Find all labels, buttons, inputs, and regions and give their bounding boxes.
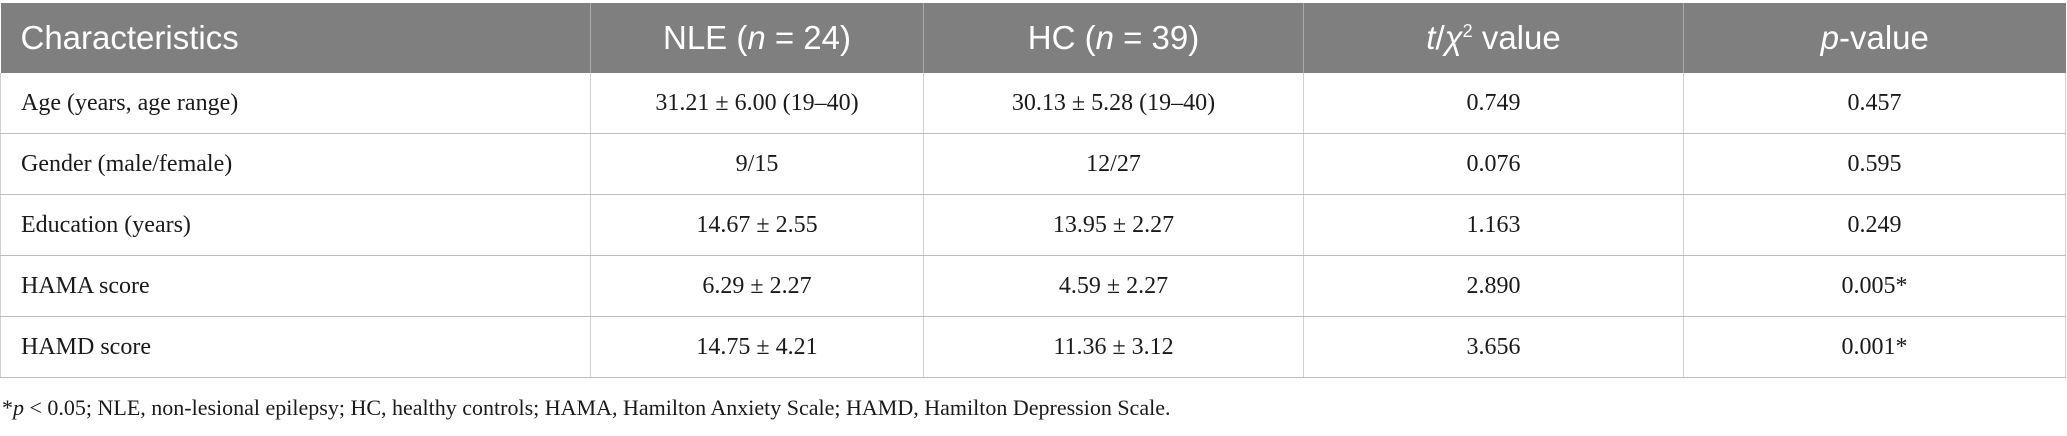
table-row: Gender (male/female) 9/15 12/27 0.076 0.… [0,133,2066,195]
row-label: HAMA score [0,255,591,317]
hc-cell: 11.36 ± 3.12 [923,316,1304,378]
table-row: Education (years) 14.67 ± 2.55 13.95 ± 2… [0,194,2066,256]
table-row: Age (years, age range) 31.21 ± 6.00 (19–… [0,73,2066,134]
characteristics-table-container: Characteristics NLE (n = 24) HC (n = 39)… [0,3,2066,378]
table-header: Characteristics NLE (n = 24) HC (n = 39)… [0,3,2066,73]
table-body: Age (years, age range) 31.21 ± 6.00 (19–… [0,73,2066,378]
hc-cell: 13.95 ± 2.27 [923,194,1304,256]
row-label: Education (years) [0,194,591,256]
row-label: Age (years, age range) [0,73,591,134]
header-characteristics: Characteristics [0,3,591,73]
row-label: HAMD score [0,316,591,378]
header-p-value: p-value [1683,3,2066,73]
header-t-chi-value: t/χ2 value [1303,3,1684,73]
header-row: Characteristics NLE (n = 24) HC (n = 39)… [0,3,2066,73]
characteristics-table: Characteristics NLE (n = 24) HC (n = 39)… [0,3,2066,378]
p-value-cell: 0.595 [1683,133,2066,195]
p-value-cell: 0.457 [1683,73,2066,134]
table-row: HAMA score 6.29 ± 2.27 4.59 ± 2.27 2.890… [0,255,2066,317]
t-value-cell: 3.656 [1303,316,1684,378]
table-row: HAMD score 14.75 ± 4.21 11.36 ± 3.12 3.6… [0,316,2066,378]
p-value-cell: 0.249 [1683,194,2066,256]
row-label: Gender (male/female) [0,133,591,195]
header-nle: NLE (n = 24) [590,3,924,73]
nle-cell: 6.29 ± 2.27 [590,255,924,317]
nle-cell: 14.75 ± 4.21 [590,316,924,378]
header-hc: HC (n = 39) [923,3,1304,73]
t-value-cell: 0.749 [1303,73,1684,134]
hc-cell: 4.59 ± 2.27 [923,255,1304,317]
t-value-cell: 0.076 [1303,133,1684,195]
nle-cell: 14.67 ± 2.55 [590,194,924,256]
nle-cell: 9/15 [590,133,924,195]
hc-cell: 12/27 [923,133,1304,195]
p-value-cell: 0.001* [1683,316,2066,378]
nle-cell: 31.21 ± 6.00 (19–40) [590,73,924,134]
p-value-cell: 0.005* [1683,255,2066,317]
table-footnote: *p < 0.05; NLE, non-lesional epilepsy; H… [2,395,1171,420]
t-value-cell: 1.163 [1303,194,1684,256]
t-value-cell: 2.890 [1303,255,1684,317]
hc-cell: 30.13 ± 5.28 (19–40) [923,73,1304,134]
